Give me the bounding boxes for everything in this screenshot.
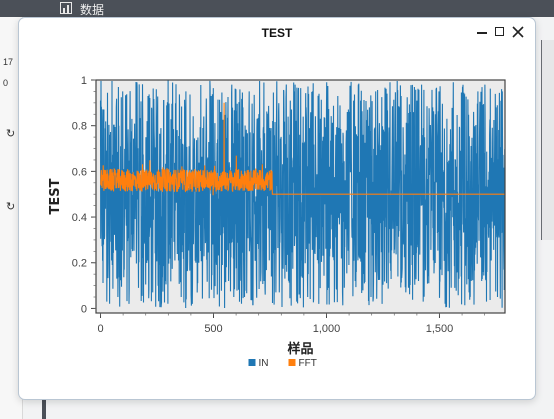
app-top-bar: 数据 [0,0,554,17]
maximize-icon [495,27,504,36]
minimize-icon [477,32,487,34]
legend-label-fft: FFT [299,358,317,369]
plot-frame [95,79,506,314]
background-divider [42,400,46,419]
y-tick-label: 0.4 [72,212,87,224]
x-tick-label: 0 [97,323,103,335]
y-tick-label: 0.2 [72,258,87,270]
minimize-button[interactable] [474,24,490,40]
x-tick-label: 500 [204,323,222,335]
y-tick-label: 1 [81,75,87,87]
series-fft-line [100,102,505,196]
close-icon [512,26,524,38]
app-top-title: 数据 [80,3,105,17]
close-button[interactable] [510,24,526,40]
background-right-strip [541,40,554,240]
legend-label-in: IN [259,358,269,369]
background-left-value: 0 [3,78,9,88]
background-left-value: 17 [3,57,14,67]
x-tick-label: 1,500 [426,323,454,335]
maximize-button[interactable] [492,24,508,40]
chart-dialog: TEST 0 0.2 0.4 0.6 0.8 1 0 500 1,000 1,500 TEST 样… [18,17,536,400]
axes-layer: 0 0.2 0.4 0.6 0.8 1 0 500 1,000 1,500 [72,75,486,335]
x-axis-title: 样品 [287,341,313,357]
y-axis-title: TEST [48,178,63,214]
refresh-icon[interactable]: ↻ [6,128,16,140]
legend[interactable]: IN FFT [248,358,317,369]
y-tick-label: 0.6 [72,166,87,178]
dialog-title: TEST [261,26,293,40]
legend-swatch-fft [288,359,296,366]
line-chart: 0 0.2 0.4 0.6 0.8 1 0 500 1,000 1,500 TEST 样品 IN … [48,75,506,369]
x-tick-label: 1,000 [313,323,341,335]
y-tick-label: 0 [81,303,87,315]
y-tick-label: 0.8 [72,121,87,133]
series-in-line [99,80,506,309]
legend-swatch-in [248,359,256,366]
refresh-icon[interactable]: ↻ [6,201,16,213]
chart-icon [60,2,72,14]
series-layer [99,80,506,309]
